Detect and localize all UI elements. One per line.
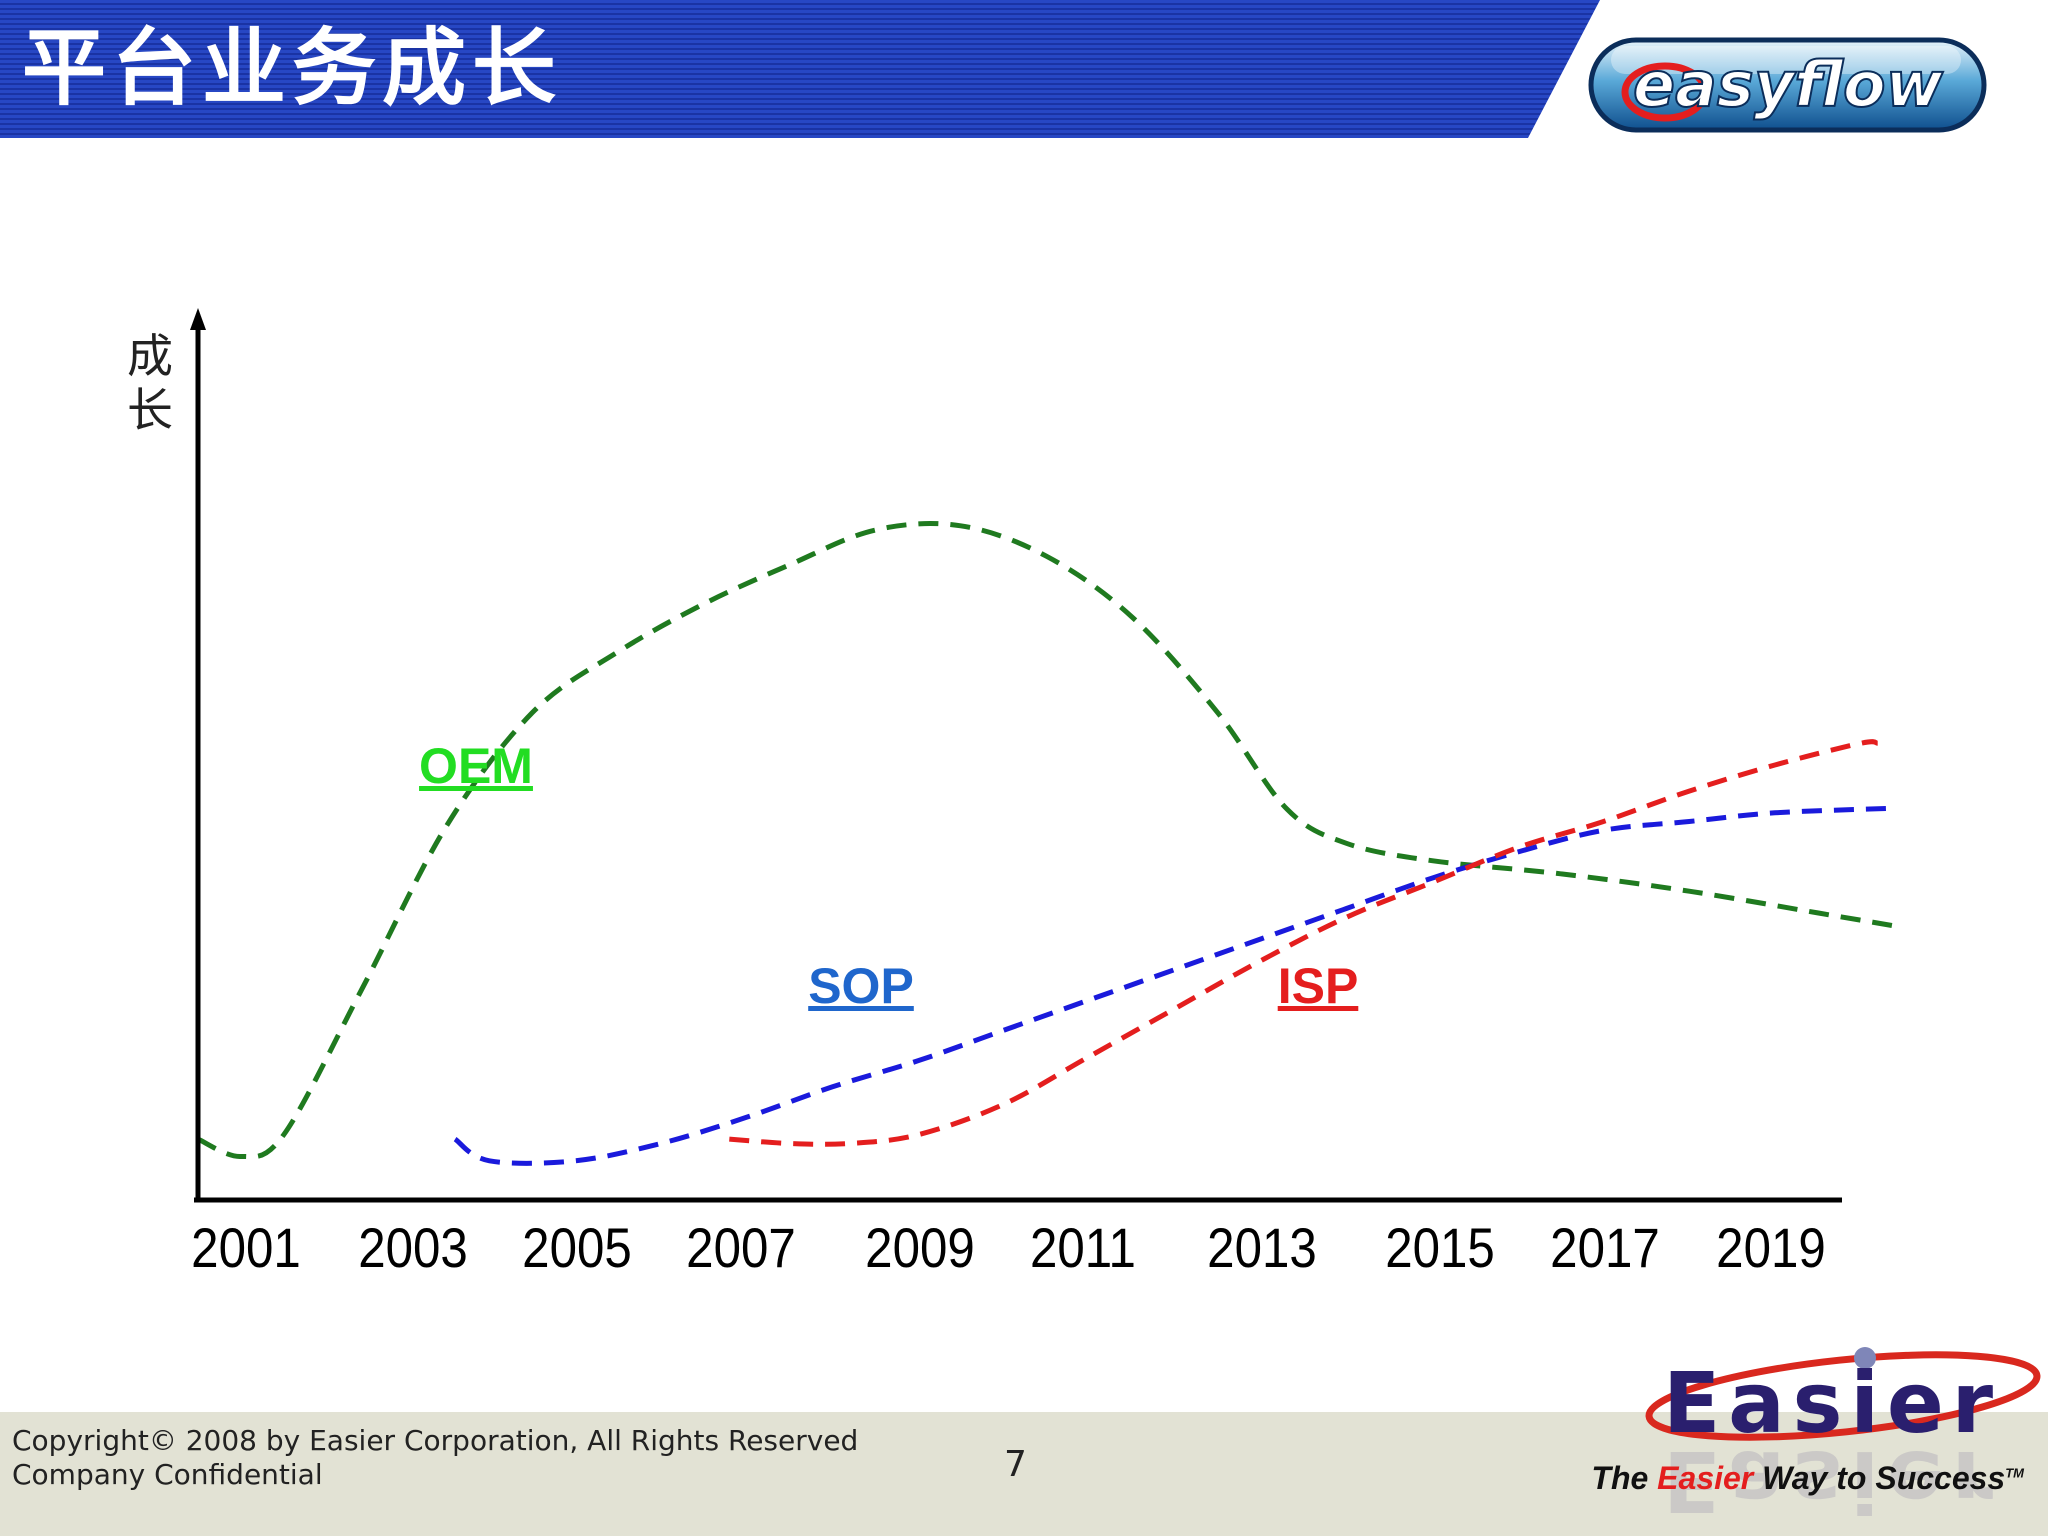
x-tick-label: 2005	[522, 1217, 632, 1280]
easier-corp-logo: Easier Easier	[1645, 1347, 2041, 1530]
series-line-isp	[729, 739, 1879, 1147]
tagline-pre: The	[1591, 1460, 1658, 1496]
series-label-isp: ISP	[1278, 958, 1359, 1014]
x-tick-label: 2007	[686, 1217, 796, 1280]
copyright-line: Copyright© 2008 by Easier Corporation, A…	[12, 1424, 859, 1457]
series-label-sop: SOP	[808, 958, 914, 1014]
y-axis-label: 成	[127, 329, 173, 383]
x-tick-label: 2009	[865, 1217, 975, 1280]
x-tick-label: 2015	[1385, 1217, 1495, 1280]
x-tick-label: 2003	[358, 1217, 468, 1280]
series-line-sop	[453, 806, 1887, 1166]
confidential-line: Company Confidential	[12, 1458, 323, 1491]
copyright-notice: Copyright© 2008 by Easier Corporation, A…	[12, 1424, 858, 1492]
header-band	[0, 0, 1600, 138]
x-tick-label: 2017	[1550, 1217, 1660, 1280]
slide-title: 平台业务成长	[22, 19, 563, 117]
tagline-trademark: TM	[2005, 1465, 2024, 1481]
easier-logo-text: Easier	[1663, 1354, 1994, 1452]
x-tick-label: 2013	[1207, 1217, 1317, 1280]
easier-logo-reflection: Easier	[1663, 1432, 1994, 1530]
y-axis-arrow	[190, 308, 206, 330]
tagline-post: Way to Success	[1753, 1460, 2006, 1496]
x-tick-label: 2019	[1716, 1217, 1826, 1280]
x-tick-label: 2001	[191, 1217, 301, 1280]
tagline-highlight: Easier	[1657, 1460, 1754, 1496]
y-axis-label: 长	[127, 383, 173, 437]
easyflow-logo-text: easyflow	[1633, 48, 1944, 121]
series-line-oem	[196, 521, 1896, 1160]
tagline: The Easier Way to SuccessTM	[1591, 1460, 2024, 1497]
easyflow-logo: easyflow	[1588, 37, 1987, 133]
page-number: 7	[1004, 1444, 1027, 1485]
x-tick-label: 2011	[1030, 1217, 1136, 1280]
series-label-oem: OEM	[419, 738, 533, 794]
